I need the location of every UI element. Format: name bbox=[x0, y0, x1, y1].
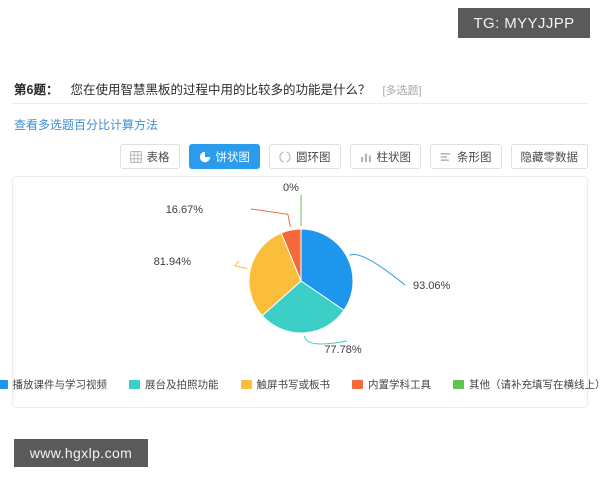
legend-item[interactable]: 内置学科工具 bbox=[352, 377, 431, 392]
pie-slice-label: 77.78% bbox=[324, 344, 362, 356]
legend-label: 播放课件与学习视频 bbox=[12, 378, 108, 391]
legend-swatch bbox=[129, 379, 140, 389]
legend-label: 其他（请补充填写在横线上） bbox=[469, 378, 600, 391]
toolbar-button-bar-chart[interactable]: 条形图 bbox=[430, 144, 502, 169]
pie-chart-svg[interactable]: 93.06% 77.78% 81.94% 16.67% 0% bbox=[13, 177, 589, 367]
pie-leader-line bbox=[250, 208, 291, 228]
legend-label: 内置学科工具 bbox=[368, 378, 431, 391]
legend-swatch bbox=[453, 379, 464, 389]
telegram-watermark: TG: MYYJJPP bbox=[458, 8, 590, 38]
pie-chart-area: 93.06% 77.78% 81.94% 16.67% 0% bbox=[13, 177, 589, 367]
pie-slice-label: 0% bbox=[283, 182, 299, 194]
legend-item[interactable]: 其他（请补充填写在横线上） bbox=[453, 377, 600, 392]
page-title: 您在使用智慧黑板的过程中用的比较多的功能是什么？ bbox=[70, 83, 371, 97]
chart-card: 93.06% 77.78% 81.94% 16.67% 0% 播放课件与学习视频 展台及拍… bbox=[0, 176, 600, 408]
pie-slices[interactable] bbox=[248, 228, 354, 334]
question-type-badge: [多选题] bbox=[382, 85, 422, 97]
legend-swatch bbox=[0, 379, 8, 389]
legend-swatch bbox=[352, 379, 363, 389]
pie-slice[interactable] bbox=[300, 228, 354, 312]
toolbar-button-column-chart[interactable]: 柱状图 bbox=[349, 144, 421, 169]
legend-label: 触屏书写或板书 bbox=[256, 378, 331, 391]
pie-slice[interactable] bbox=[261, 280, 345, 334]
toolbar-button-label: 隐藏零数据 bbox=[520, 151, 579, 164]
toolbar-button-label: 圆环图 bbox=[296, 151, 331, 164]
legend-item[interactable]: 播放课件与学习视频 bbox=[0, 377, 107, 392]
legend-item[interactable]: 触屏书写或板书 bbox=[240, 377, 331, 392]
calc-method-link[interactable]: 查看多选题百分比计算方法 bbox=[14, 118, 159, 132]
toolbar-button-label: 表格 bbox=[146, 151, 170, 164]
legend-label: 展台及拍照功能 bbox=[145, 378, 219, 391]
toolbar-button-pie-chart[interactable]: 饼状图 bbox=[188, 144, 260, 169]
question-number: 第6题： bbox=[14, 83, 59, 97]
pie-chart-icon bbox=[199, 151, 211, 163]
toolbar-button-label: 条形图 bbox=[457, 151, 492, 164]
toolbar-button-label: 柱状图 bbox=[376, 151, 412, 164]
donut-chart-icon bbox=[279, 151, 291, 163]
legend-item[interactable]: 展台及拍照功能 bbox=[129, 377, 219, 392]
pie-leader-line bbox=[349, 253, 406, 286]
chart-type-toolbar: 表格 饼状图 圆环图 柱状图 bbox=[119, 144, 588, 169]
site-watermark: www.hgxlp.com bbox=[14, 439, 148, 467]
pie-slice-labels: 93.06% 77.78% 81.94% 16.67% 0% bbox=[154, 182, 451, 356]
bar-chart-icon bbox=[440, 151, 452, 163]
toolbar-button-donut-chart[interactable]: 圆环图 bbox=[269, 144, 341, 169]
toolbar-button-hide-zero-data[interactable]: 隐藏零数据 bbox=[510, 144, 588, 169]
pie-leader-lines bbox=[233, 195, 406, 345]
table-icon bbox=[129, 150, 142, 163]
legend-swatch bbox=[240, 379, 252, 389]
chart-legend: 播放课件与学习视频 展台及拍照功能 触屏书写或板书 内置学科工具 其他（请补充填写在横线… bbox=[0, 367, 600, 401]
pie-leader-line bbox=[304, 335, 348, 345]
pie-slice-label: 81.94% bbox=[154, 256, 192, 268]
pie-slice[interactable] bbox=[248, 232, 302, 317]
pie-slice-label: 93.06% bbox=[413, 280, 451, 292]
pie-leader-line bbox=[233, 260, 248, 270]
toolbar-button-table[interactable]: 表格 bbox=[119, 144, 180, 169]
pie-slice-label: 16.67% bbox=[166, 204, 204, 216]
question-header: 第6题： 您在使用智慧黑板的过程中用的比较多的功能是什么？ [多选题] bbox=[14, 79, 586, 105]
toolbar-button-label: 饼状图 bbox=[215, 151, 251, 164]
header-divider bbox=[12, 103, 588, 104]
pie-slice[interactable] bbox=[280, 228, 302, 282]
column-chart-icon bbox=[360, 151, 372, 163]
